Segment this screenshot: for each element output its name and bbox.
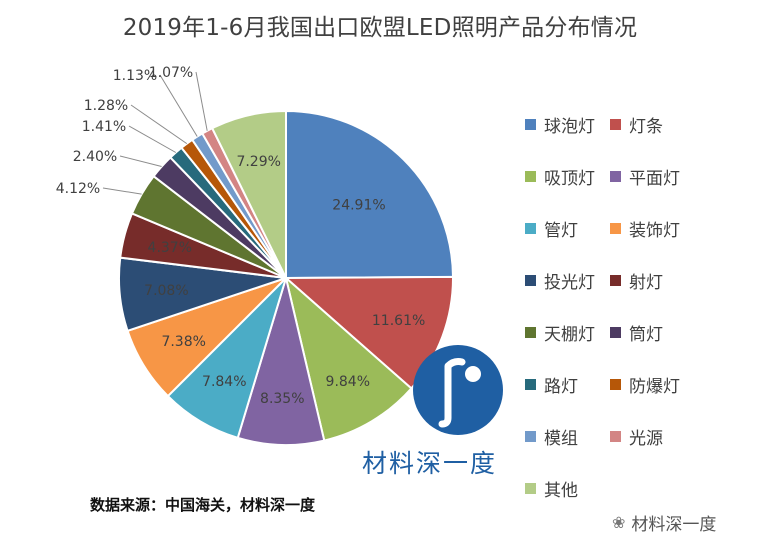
legend-item-3: 平面灯 (610, 164, 680, 189)
legend-swatch-2 (525, 171, 536, 182)
legend-swatch-4 (525, 223, 536, 234)
legend-swatch-7 (610, 275, 621, 286)
legend-label-12: 模组 (544, 429, 578, 449)
legend-label-8: 天棚灯 (544, 325, 595, 345)
legend-label-0: 球泡灯 (544, 117, 595, 137)
leader-line-8 (102, 187, 142, 195)
wechat-text: 材料深一度 (631, 515, 717, 535)
legend-label-11: 防爆灯 (629, 377, 680, 397)
pie-label-13: 1.07% (149, 65, 193, 81)
pie-label-2: 9.84% (326, 374, 370, 390)
pie-label-0: 24.91% (332, 198, 385, 214)
pie-label-3: 8.35% (260, 391, 304, 407)
legend-item-4: 管灯 (525, 216, 578, 241)
legend-swatch-14 (525, 483, 536, 494)
pie-label-4: 7.84% (202, 374, 246, 390)
leader-line-12 (159, 74, 198, 137)
legend-item-2: 吸顶灯 (525, 164, 595, 189)
legend-label-4: 管灯 (544, 221, 578, 241)
leader-line-11 (130, 104, 188, 145)
pie-label-8: 4.12% (56, 181, 100, 197)
legend-swatch-8 (525, 327, 536, 338)
legend-label-7: 射灯 (629, 273, 663, 293)
legend-swatch-3 (610, 171, 621, 182)
legend-label-2: 吸顶灯 (544, 169, 595, 189)
watermark-logo (413, 345, 503, 435)
legend-item-1: 灯条 (610, 112, 663, 137)
wechat-label: ❀ 材料深一度 (612, 510, 716, 535)
watermark-text: 材料深一度 (362, 449, 498, 478)
pie-label-1: 11.61% (372, 313, 425, 329)
pie-label-10: 1.41% (82, 119, 126, 135)
wechat-icon: ❀ (612, 513, 626, 532)
legend-swatch-0 (525, 119, 536, 130)
legend-item-6: 投光灯 (525, 268, 595, 293)
legend-item-0: 球泡灯 (525, 112, 595, 137)
legend-label-9: 筒灯 (629, 325, 663, 345)
leader-line-13 (195, 71, 208, 131)
legend-item-5: 装饰灯 (610, 216, 680, 241)
legend-label-5: 装饰灯 (629, 221, 680, 241)
source-note: 数据来源：中国海关，材料深一度 (90, 496, 316, 514)
legend-label-1: 灯条 (629, 117, 663, 137)
pie-label-14: 7.29% (236, 154, 280, 170)
legend-item-9: 筒灯 (610, 320, 663, 345)
legend-swatch-9 (610, 327, 621, 338)
legend-swatch-5 (610, 223, 621, 234)
legend-item-10: 路灯 (525, 372, 578, 397)
legend-item-8: 天棚灯 (525, 320, 595, 345)
legend-label-14: 其他 (544, 481, 578, 501)
legend-item-7: 射灯 (610, 268, 663, 293)
pie-label-6: 7.08% (144, 283, 188, 299)
pie-slice-14 (210, 109, 287, 279)
pie-slice-0 (285, 109, 455, 280)
legend-label-13: 光源 (629, 429, 663, 449)
pie-label-11: 1.28% (84, 98, 128, 114)
legend-item-11: 防爆灯 (610, 372, 680, 397)
pie-slice-2 (284, 275, 413, 442)
pie-label-9: 2.40% (73, 149, 117, 165)
legend-swatch-6 (525, 275, 536, 286)
pie-label-7: 4.37% (148, 240, 192, 256)
legend-item-14: 其他 (525, 476, 578, 501)
legend-swatch-11 (610, 379, 621, 390)
leader-line-9 (119, 155, 162, 167)
legend-item-12: 模组 (525, 424, 578, 449)
legend-swatch-10 (525, 379, 536, 390)
legend-label-6: 投光灯 (544, 273, 595, 293)
legend-label-10: 路灯 (544, 377, 578, 397)
pie-label-12: 1.13% (113, 68, 157, 84)
legend-swatch-13 (610, 431, 621, 442)
leader-line-10 (128, 125, 177, 153)
pie-slice-3 (236, 274, 326, 446)
legend-swatch-1 (610, 119, 621, 130)
legend-item-13: 光源 (610, 424, 663, 449)
legend-label-3: 平面灯 (629, 169, 680, 189)
chart-title: 2019年1-6月我国出口欧盟LED照明产品分布情况 (122, 15, 638, 41)
pie-label-5: 7.38% (161, 334, 205, 350)
legend-swatch-12 (525, 431, 536, 442)
